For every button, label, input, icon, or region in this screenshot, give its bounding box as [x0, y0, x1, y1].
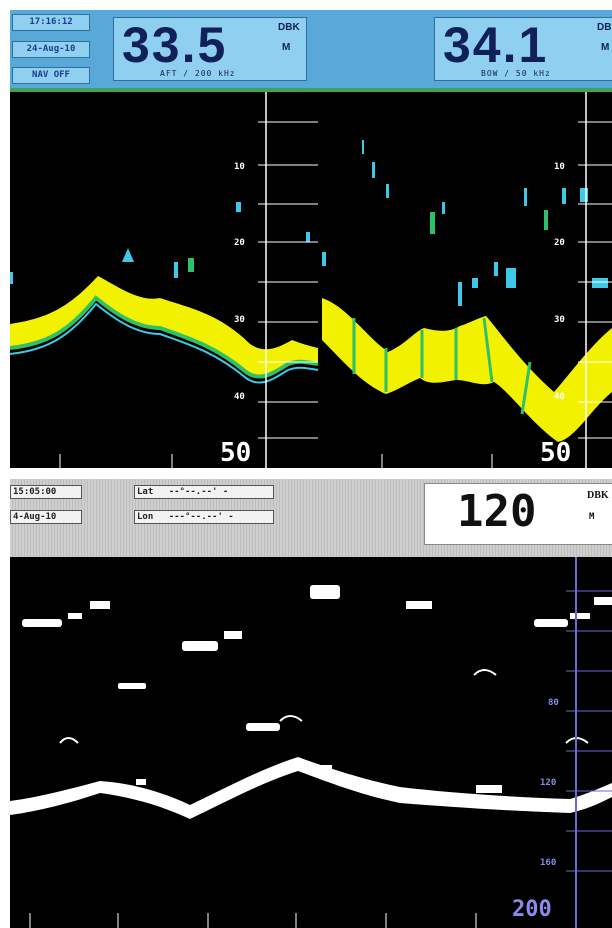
- seabed-echo: [10, 757, 612, 819]
- aft-seabed-tail: [10, 302, 319, 384]
- scale-ticks: [59, 121, 612, 468]
- nav-status-button[interactable]: NAV OFF: [12, 67, 90, 84]
- aft-depth-display: 33.5 DBK M AFT / 200 kHz: [113, 17, 307, 81]
- latitude-label: Lat: [137, 487, 154, 497]
- bow-scale-label-20: 20: [554, 238, 565, 248]
- bow-transducer-caption: BOW / 50 kHz: [481, 69, 551, 78]
- aft-seabed-edge: [10, 295, 319, 379]
- time-ticks: [29, 913, 477, 928]
- bow-seabed-striations: [352, 317, 532, 415]
- scale-max: 200: [512, 897, 552, 922]
- latitude-value: --°--.--' -: [168, 487, 229, 497]
- dual-frequency-echogram-panel: 17:16:12 24-Aug-10 NAV OFF 33.5 DBK M AF…: [10, 10, 612, 468]
- aft-scale-label-30: 30: [234, 315, 245, 325]
- date-readout: 4-Aug-10: [10, 510, 82, 524]
- aft-seabed-echo: [10, 276, 318, 377]
- bottom-status-header: 15:05:00 4-Aug-10 Lat --°--.--' - Lon --…: [10, 479, 612, 557]
- monochrome-echogram-panel: 15:05:00 4-Aug-10 Lat --°--.--' - Lon --…: [10, 479, 612, 928]
- depth-display: 120 DBK M: [424, 483, 612, 545]
- clock-readout: 15:05:00: [10, 485, 82, 499]
- bow-depth-value: 34.1: [443, 17, 549, 73]
- clock-readout: 17:16:12: [12, 14, 90, 31]
- latitude-field: Lat --°--.--' -: [134, 485, 274, 499]
- longitude-field: Lon ---°--.--' -: [134, 510, 274, 524]
- bow-seabed-echo: [322, 298, 612, 442]
- date-readout: 24-Aug-10: [12, 41, 90, 58]
- scale-label-120: 120: [540, 778, 557, 788]
- aft-transducer-caption: AFT / 200 kHz: [160, 69, 236, 78]
- scale-label-160: 160: [540, 858, 557, 868]
- aft-depth-value: 33.5: [122, 17, 228, 73]
- aft-scale-label-20: 20: [234, 238, 245, 248]
- bow-scale-label-10: 10: [554, 162, 565, 172]
- aft-scale-label-10: 10: [234, 162, 245, 172]
- top-status-header: 17:16:12 24-Aug-10 NAV OFF 33.5 DBK M AF…: [10, 10, 612, 92]
- scale-label-80: 80: [548, 698, 559, 708]
- depth-scale-ticks: [566, 590, 612, 872]
- colour-echogram[interactable]: 10 20 30 40 50 10 20 30 40 50: [10, 92, 612, 468]
- monochrome-echogram[interactable]: 80 120 160 200: [10, 557, 612, 928]
- longitude-value: ---°--.--' -: [168, 512, 234, 522]
- bow-scale-label-40: 40: [554, 392, 565, 402]
- colour-echogram-graphic: [10, 92, 612, 468]
- bow-depth-unit-mode: DB: [597, 22, 612, 33]
- depth-value: 120: [457, 486, 537, 537]
- aft-scale-max: 50: [220, 438, 252, 468]
- longitude-label: Lon: [137, 512, 154, 522]
- depth-unit-mode: DBK: [587, 490, 609, 501]
- bow-depth-display: 34.1 DB M BOW / 50 kHz: [434, 17, 612, 81]
- depth-unit: M: [589, 512, 595, 522]
- bow-scale-max: 50: [540, 438, 572, 468]
- bow-depth-unit: M: [601, 42, 610, 53]
- arch-echoes: [59, 669, 589, 744]
- fish-echoes: [10, 140, 608, 306]
- bow-scale-label-30: 30: [554, 315, 565, 325]
- aft-depth-unit-mode: DBK: [278, 22, 300, 33]
- aft-scale-label-40: 40: [234, 392, 245, 402]
- aft-depth-unit: M: [282, 42, 291, 53]
- monochrome-echogram-graphic: [10, 557, 612, 928]
- fish-school-echoes: [22, 585, 612, 793]
